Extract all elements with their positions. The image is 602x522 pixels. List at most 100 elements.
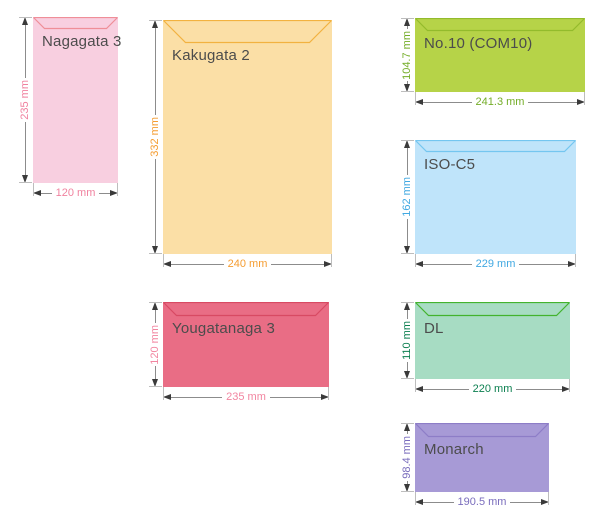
extension-tick [415, 92, 416, 105]
envelope-name: ISO-C5 [424, 156, 476, 173]
dimension-line [510, 501, 542, 503]
extension-tick [331, 254, 332, 267]
extension-tick [328, 387, 329, 400]
envelope-shape: Yougatanaga 3 [163, 302, 329, 387]
arrow-up-icon [404, 140, 410, 148]
arrow-up-icon [152, 302, 158, 310]
extension-tick [149, 253, 162, 254]
envelope-name: Kakugata 2 [172, 47, 250, 64]
height-label: 162 mm [400, 177, 413, 217]
extension-tick [19, 182, 32, 183]
dimension-line [516, 388, 562, 390]
dimension-line [406, 310, 408, 320]
height-dimension: 162 mm [399, 140, 415, 254]
arrow-up-icon [404, 18, 410, 26]
arrow-up-icon [152, 20, 158, 28]
extension-tick [415, 254, 416, 267]
extension-tick [33, 183, 34, 196]
envelope-shape: No.10 (COM10) [415, 18, 585, 92]
envelope-group-nagagata3: 235 mm Nagagata 3 120 mm [17, 17, 121, 200]
envelope-group-monarch: 98.4 mm Monarch 190.5 mm [399, 423, 550, 508]
dimension-line [154, 366, 156, 379]
dimension-line [406, 431, 408, 435]
dimension-line [406, 361, 408, 372]
width-label: 120 mm [55, 186, 96, 199]
extension-tick [415, 379, 416, 392]
height-label: 120 mm [148, 324, 161, 365]
arrow-down-icon [152, 379, 158, 387]
extension-tick [401, 302, 414, 303]
envelope-group-iso-c5: 162 mm ISO-C5 229 mm [399, 140, 576, 270]
arrow-right-icon [541, 499, 550, 505]
extension-tick [401, 378, 414, 379]
arrow-left-icon [163, 394, 171, 400]
width-dimension: 235 mm [163, 387, 329, 404]
arrow-right-icon [110, 190, 118, 196]
extension-tick [149, 302, 162, 303]
extension-tick [575, 254, 576, 267]
extension-tick [548, 492, 549, 505]
extension-tick [401, 491, 414, 492]
envelope-shape: DL [415, 302, 570, 379]
arrow-left-icon [415, 499, 423, 505]
height-dimension: 332 mm [147, 20, 163, 254]
extension-tick [401, 423, 414, 424]
height-dimension: 110 mm [399, 302, 415, 380]
arrow-down-icon [152, 246, 158, 254]
arrow-right-icon [577, 99, 586, 105]
envelope-flap-icon [415, 18, 585, 32]
arrow-left-icon [33, 190, 41, 196]
extension-tick [401, 18, 414, 19]
extension-tick [149, 386, 162, 387]
dimension-line [271, 263, 324, 265]
width-dimension: 120 mm [33, 183, 118, 200]
envelope-shape: ISO-C5 [415, 140, 576, 254]
arrow-left-icon [163, 261, 171, 267]
envelope-group-yougatanaga3: 120 mm Yougatanaga 3 235 mm [147, 302, 329, 403]
dimension-line [406, 218, 408, 246]
height-label: 332 mm [148, 117, 161, 157]
dimension-line [154, 310, 156, 323]
dimension-line [171, 396, 223, 398]
dimension-line [528, 101, 578, 103]
envelope-name: Monarch [424, 441, 484, 458]
width-label: 241.3 mm [475, 95, 525, 108]
arrow-right-icon [321, 394, 329, 400]
arrow-down-icon [22, 175, 28, 183]
width-label: 229 mm [475, 257, 516, 270]
arrow-down-icon [404, 371, 410, 380]
dimension-line [406, 26, 408, 29]
arrow-left-icon [415, 386, 423, 392]
dimension-line [423, 388, 469, 390]
envelope-flap-icon [163, 302, 329, 317]
arrow-left-icon [415, 99, 423, 105]
arrow-down-icon [404, 246, 410, 254]
height-label: 98.4 mm [400, 436, 413, 479]
height-label: 104.7 mm [400, 30, 413, 80]
arrow-right-icon [324, 261, 332, 267]
dimension-line [154, 158, 156, 246]
envelope-flap-icon [163, 20, 332, 44]
arrow-right-icon [568, 261, 576, 267]
extension-tick [163, 254, 164, 267]
width-dimension: 240 mm [163, 254, 332, 271]
envelope-shape: Nagagata 3 [33, 17, 121, 183]
arrow-up-icon [22, 17, 28, 25]
envelope-flap-icon [33, 17, 118, 30]
dimension-line [41, 192, 52, 194]
width-dimension: 220 mm [415, 379, 570, 396]
width-label: 190.5 mm [457, 495, 507, 508]
envelope-shape: Kakugata 2 [163, 20, 332, 254]
envelope-name: DL [424, 320, 444, 337]
envelope-shape: Monarch [415, 423, 549, 492]
envelope-group-dl: 110 mm DL 220 mm [399, 302, 570, 395]
dimension-line [519, 263, 568, 265]
width-label: 235 mm [226, 390, 266, 403]
extension-tick [401, 140, 414, 141]
arrow-up-icon [404, 423, 410, 431]
envelope-group-kakugata2: 332 mm Kakugata 2 240 mm [147, 20, 332, 270]
envelope-name: No.10 (COM10) [424, 35, 533, 52]
envelope-flap-icon [415, 140, 576, 153]
dimension-line [24, 25, 26, 79]
dimension-line [406, 148, 408, 176]
